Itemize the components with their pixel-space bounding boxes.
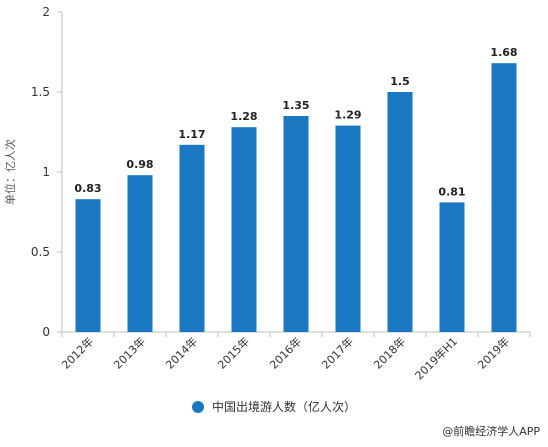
data-label: 1.17 [178, 128, 205, 141]
bar [231, 127, 257, 332]
bar [75, 199, 101, 332]
source-credit: @前瞻经济学人APP [442, 425, 540, 438]
legend-marker-icon [191, 400, 204, 413]
x-tick-label: 2018年 [371, 334, 408, 371]
bar [387, 92, 413, 332]
x-tick-label: 2019年H1 [412, 334, 460, 382]
y-tick-label: 1.5 [31, 85, 50, 99]
data-label: 1.29 [334, 109, 361, 122]
legend-label: 中国出境游人数（亿人次） [211, 400, 356, 414]
x-tick-label: 2016年 [267, 334, 304, 371]
chart-bars [75, 63, 517, 332]
bar [179, 144, 205, 332]
x-tick-label: 2017年 [319, 334, 356, 371]
y-tick-label: 2 [42, 5, 50, 19]
data-label: 0.98 [126, 158, 153, 171]
bar [335, 125, 361, 332]
data-label: 0.83 [74, 182, 101, 195]
bar [439, 202, 465, 332]
x-tick-label: 2012年 [59, 334, 96, 371]
x-tick-label: 2015年 [215, 334, 252, 371]
data-label: 1.35 [282, 99, 309, 112]
legend-item: 中国出境游人数（亿人次） [191, 398, 356, 415]
chart-legend: 中国出境游人数（亿人次） [0, 398, 548, 416]
data-label: 1.5 [390, 75, 410, 88]
data-label: 0.81 [438, 185, 465, 198]
data-label: 1.68 [490, 46, 517, 59]
bar [491, 63, 517, 332]
y-axis-title: 单位：亿人次 [3, 139, 17, 205]
x-tick-label: 2013年 [111, 334, 148, 371]
bar [127, 175, 153, 332]
x-tick-label: 2014年 [163, 334, 200, 371]
x-tick-label: 2019年 [475, 334, 512, 371]
data-label: 1.28 [230, 110, 257, 123]
y-tick-label: 0 [42, 325, 50, 339]
y-tick-label: 1 [42, 165, 50, 179]
y-tick-label: 0.5 [31, 245, 50, 259]
bar [283, 116, 309, 332]
